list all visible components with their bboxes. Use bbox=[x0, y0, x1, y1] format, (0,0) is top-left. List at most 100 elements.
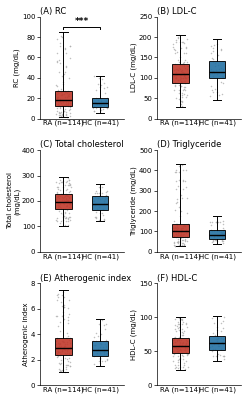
Point bbox=[104, 343, 108, 349]
Point bbox=[58, 104, 62, 110]
Point bbox=[64, 108, 68, 115]
Point bbox=[179, 229, 183, 236]
Point bbox=[55, 58, 59, 64]
Point bbox=[173, 364, 177, 371]
Point bbox=[185, 234, 189, 240]
Point bbox=[68, 102, 72, 108]
Point bbox=[63, 343, 67, 350]
Point bbox=[185, 195, 189, 202]
Point bbox=[210, 348, 214, 354]
Point bbox=[181, 75, 185, 81]
Point bbox=[64, 102, 68, 108]
Point bbox=[99, 330, 103, 337]
Point bbox=[67, 210, 71, 216]
Point bbox=[181, 325, 185, 332]
Point bbox=[183, 233, 186, 239]
Point bbox=[64, 112, 68, 119]
Point bbox=[183, 342, 187, 348]
Point bbox=[173, 326, 177, 332]
Point bbox=[66, 314, 70, 320]
Point bbox=[184, 320, 188, 327]
Point bbox=[66, 362, 70, 368]
Point bbox=[66, 216, 70, 222]
Point bbox=[64, 64, 68, 70]
Point bbox=[61, 289, 65, 295]
PathPatch shape bbox=[55, 338, 72, 355]
Point bbox=[176, 364, 180, 371]
Point bbox=[179, 79, 183, 85]
Point bbox=[62, 108, 66, 114]
Point bbox=[62, 343, 66, 350]
Point bbox=[67, 354, 71, 361]
Point bbox=[177, 95, 181, 102]
Point bbox=[66, 98, 70, 105]
Point bbox=[216, 335, 220, 342]
Point bbox=[178, 347, 182, 354]
Point bbox=[217, 66, 221, 72]
Point bbox=[183, 223, 187, 230]
Point bbox=[105, 188, 109, 194]
Point bbox=[59, 191, 63, 198]
Point bbox=[58, 319, 62, 326]
Point bbox=[55, 83, 59, 90]
Point bbox=[171, 73, 175, 79]
Point bbox=[182, 347, 186, 353]
Point bbox=[179, 100, 183, 107]
PathPatch shape bbox=[209, 230, 225, 239]
Point bbox=[185, 210, 189, 216]
Point bbox=[216, 340, 220, 346]
Point bbox=[179, 233, 183, 239]
Point bbox=[183, 347, 187, 353]
Point bbox=[93, 99, 96, 105]
Point bbox=[67, 194, 71, 200]
Point bbox=[179, 98, 183, 105]
Point bbox=[60, 196, 64, 203]
Point bbox=[219, 46, 223, 52]
Point bbox=[57, 112, 61, 118]
Point bbox=[184, 184, 188, 190]
Point bbox=[56, 348, 60, 355]
Point bbox=[105, 201, 109, 208]
Point bbox=[68, 182, 72, 188]
Point bbox=[103, 194, 107, 200]
Point bbox=[180, 39, 184, 46]
Point bbox=[91, 202, 95, 208]
Point bbox=[220, 336, 224, 342]
Point bbox=[62, 304, 66, 310]
Point bbox=[209, 50, 213, 56]
Point bbox=[61, 344, 65, 351]
Point bbox=[177, 321, 181, 327]
Point bbox=[181, 223, 185, 229]
Point bbox=[66, 198, 70, 204]
Point bbox=[64, 62, 68, 69]
Point bbox=[97, 193, 101, 199]
Point bbox=[178, 213, 182, 219]
Point bbox=[91, 198, 95, 205]
Point bbox=[174, 234, 178, 240]
Point bbox=[172, 233, 176, 240]
Point bbox=[182, 360, 186, 366]
Point bbox=[58, 349, 62, 356]
Point bbox=[57, 192, 61, 198]
Point bbox=[100, 193, 104, 200]
Point bbox=[173, 321, 177, 328]
Point bbox=[180, 342, 184, 348]
Point bbox=[56, 86, 60, 93]
Point bbox=[65, 206, 69, 213]
Point bbox=[65, 186, 69, 192]
Point bbox=[55, 94, 59, 100]
Point bbox=[64, 366, 68, 372]
Point bbox=[64, 50, 68, 57]
Point bbox=[100, 358, 104, 364]
Point bbox=[182, 330, 186, 336]
Point bbox=[65, 339, 69, 345]
Point bbox=[173, 206, 177, 213]
Point bbox=[173, 169, 177, 175]
Point bbox=[98, 360, 102, 366]
Point bbox=[173, 227, 177, 234]
Point bbox=[177, 323, 181, 330]
Point bbox=[186, 73, 190, 80]
Point bbox=[186, 351, 190, 358]
Point bbox=[97, 75, 101, 81]
Point bbox=[55, 350, 59, 357]
